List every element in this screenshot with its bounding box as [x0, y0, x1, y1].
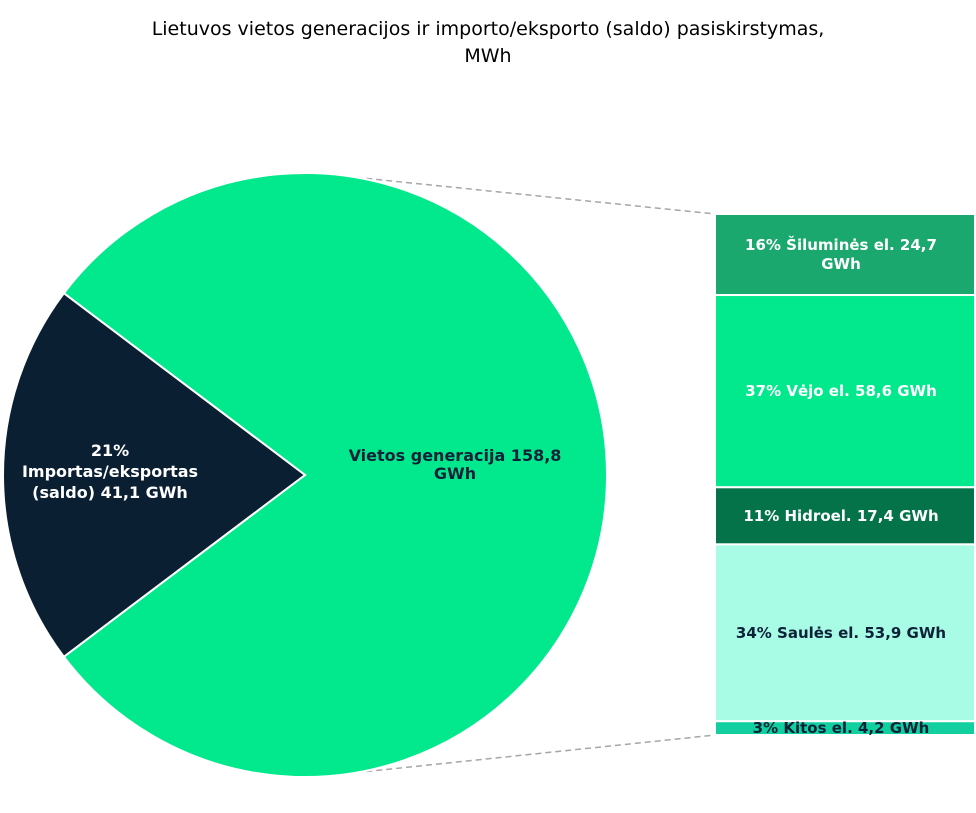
pie-slice-local-generation	[62, 172, 608, 778]
connector-line-bottom	[356, 734, 716, 774]
bar-label-4-line-1: 34% Saulės el. 53,9 GWh	[736, 624, 946, 642]
bar-label-4: 34% Saulės el. 53,9 GWh	[736, 624, 946, 642]
pie-label-local-generation: Vietos generacija 158,8 GWh	[349, 446, 562, 483]
bar-label-3: 11% Hidroel. 17,4 GWh	[743, 507, 938, 525]
bar-segment-4	[714, 543, 976, 723]
bar-segment-1	[714, 213, 976, 297]
pie-label-local-generation-line-1: Vietos generacija 158,8	[349, 446, 562, 465]
breakdown-bar	[714, 213, 976, 736]
bar-label-2-line-1: 37% Vėjo el. 58,6 GWh	[745, 382, 937, 400]
bar-label-2: 37% Vėjo el. 58,6 GWh	[745, 382, 937, 400]
bar-segment-2	[714, 294, 976, 489]
bar-label-3-line-1: 11% Hidroel. 17,4 GWh	[743, 507, 938, 525]
chart-title-line-2: MWh	[464, 45, 512, 67]
bar-label-1-line-2: GWh	[821, 255, 861, 273]
bar-label-5-line-1: 3% Kitos el. 4,2 GWh	[753, 719, 930, 737]
pie-slice-import-export	[2, 291, 307, 659]
bar-label-1: 16% Šiluminės el. 24,7 GWh	[745, 235, 937, 273]
chart-title: Lietuvos vietos generacijos ir importo/e…	[0, 16, 976, 70]
pie-label-import-export-line-1: 21%	[91, 441, 129, 460]
chart-title-line-1: Lietuvos vietos generacijos ir importo/e…	[151, 18, 825, 40]
pie-label-import-export-line-3: (saldo) 41,1 GWh	[32, 483, 188, 502]
pie-label-import-export-line-2: Importas/eksportas	[22, 462, 198, 481]
pie-label-local-generation-line-2: GWh	[434, 464, 476, 483]
bar-label-1-line-1: 16% Šiluminės el. 24,7	[745, 235, 937, 254]
pie	[2, 172, 608, 778]
connector-lines	[356, 176, 716, 774]
bar-segment-5	[714, 720, 976, 736]
bar-label-5: 3% Kitos el. 4,2 GWh	[753, 719, 930, 737]
pie-label-import-export: 21% Importas/eksportas (saldo) 41,1 GWh	[22, 441, 198, 502]
connector-line-top	[356, 176, 716, 215]
